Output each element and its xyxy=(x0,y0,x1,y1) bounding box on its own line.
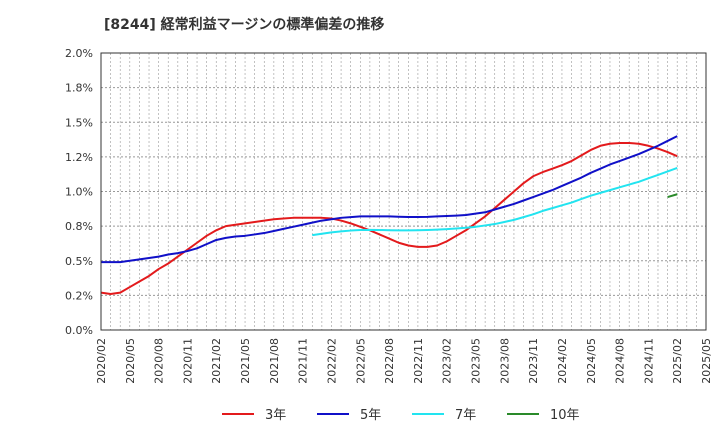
y-tick-label: 1.5% xyxy=(65,116,93,129)
x-tick-label: 2022/05 xyxy=(354,338,367,384)
legend-label-1: 5年 xyxy=(360,408,381,423)
y-tick-label: 1.0% xyxy=(65,186,93,199)
series-line-0 xyxy=(100,142,678,295)
series-line-2 xyxy=(312,167,678,237)
x-tick-label: 2024/08 xyxy=(614,338,627,384)
x-tick-label: 2024/11 xyxy=(642,338,655,384)
y-tick-label: 1.8% xyxy=(65,82,93,95)
y-tick-label: 0.8% xyxy=(65,220,93,233)
x-tick-label: 2022/02 xyxy=(325,338,338,384)
y-tick-label: 2.0% xyxy=(65,47,93,60)
y-tick-label: 0.2% xyxy=(65,289,93,302)
x-axis-ticks: 2020/02 2020/05 2020/08 2020/11 2021/02 2021/… xyxy=(95,338,713,384)
x-tick-label: 2021/08 xyxy=(268,338,281,384)
x-tick-label: 2022/08 xyxy=(383,338,396,384)
series-line-3 xyxy=(667,193,678,199)
x-tick-label: 2025/05 xyxy=(700,338,713,384)
plot-frame xyxy=(100,52,707,331)
y-tick-label: 0.0% xyxy=(65,324,93,337)
x-tick-label: 2023/02 xyxy=(441,338,454,384)
legend: 3年 5年 7年 10年 xyxy=(222,408,580,423)
x-tick-label: 2021/02 xyxy=(210,338,223,384)
x-tick-label: 2021/05 xyxy=(239,338,252,384)
y-tick-label: 1.2% xyxy=(65,151,93,164)
x-tick-label: 2020/08 xyxy=(153,338,166,384)
legend-label-2: 7年 xyxy=(455,408,476,423)
legend-label-0: 3年 xyxy=(265,408,286,423)
x-tick-label: 2023/05 xyxy=(470,338,483,384)
x-tick-label: 2024/02 xyxy=(556,338,569,384)
y-axis-ticks: 0.0% 0.2% 0.5% 0.8% 1.0% 1.2% 1.5% 1.8% 2.0% xyxy=(65,47,93,337)
x-tick-label: 2020/02 xyxy=(95,338,108,384)
grid xyxy=(100,52,707,331)
y-tick-label: 0.5% xyxy=(65,255,93,268)
x-tick-label: 2021/11 xyxy=(297,338,310,384)
x-tick-label: 2023/08 xyxy=(498,338,511,384)
x-tick-label: 2020/11 xyxy=(181,338,194,384)
series-lines xyxy=(100,135,678,295)
chart-title: [8244] 経常利益マージンの標準偏差の推移 xyxy=(104,17,385,33)
legend-label-3: 10年 xyxy=(550,408,580,423)
x-tick-label: 2022/11 xyxy=(412,338,425,384)
x-tick-label: 2023/11 xyxy=(527,338,540,384)
x-tick-label: 2025/02 xyxy=(671,338,684,384)
series-line-1 xyxy=(101,135,678,264)
x-tick-label: 2024/05 xyxy=(585,338,598,384)
x-tick-label: 2020/05 xyxy=(124,338,137,384)
